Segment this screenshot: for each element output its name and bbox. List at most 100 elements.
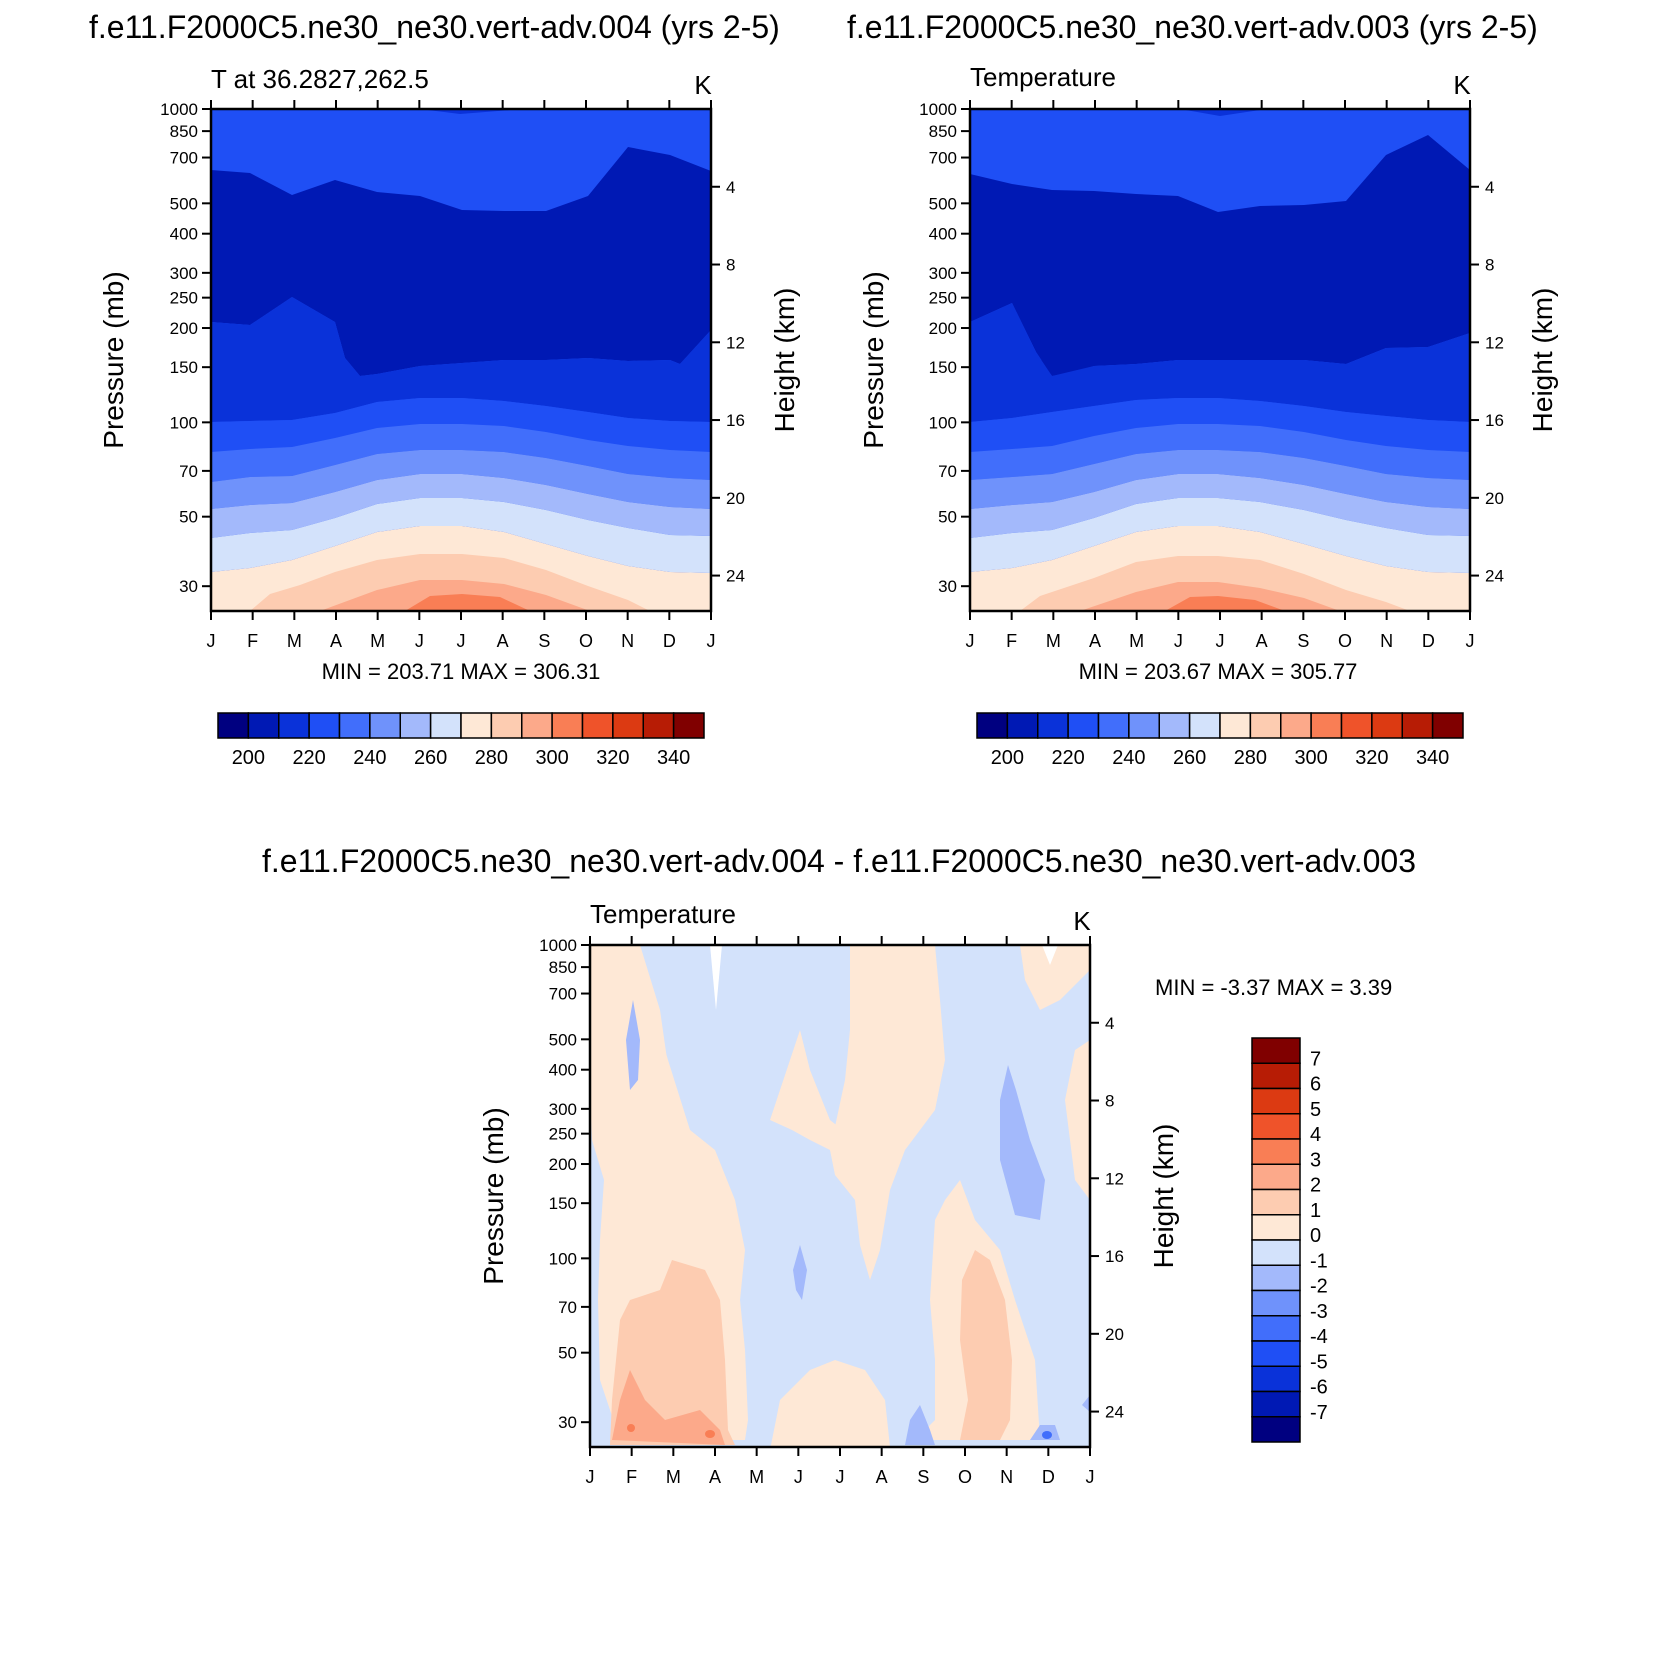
panel-a-month-label: J [207, 631, 216, 651]
panel-b-colorbar: 200 220 240 260 280 300 320 340 [976, 712, 1464, 769]
panel-b-stats: MIN = 203.67 MAX = 305.77 [1079, 659, 1358, 684]
panel-a-title: f.e11.F2000C5.ne30_ne30.vert-adv.004 (yr… [89, 9, 780, 45]
panel-c-colorbar-label: -5 [1310, 1351, 1328, 1373]
panel-a-pressure-label: 300 [170, 264, 198, 283]
panel-b-colorbar-label: 340 [1416, 747, 1449, 769]
panel-a-colorbar-label: 200 [232, 747, 265, 769]
panel-c-height-label: 12 [1105, 1169, 1124, 1188]
panel-a-colorbar-swatch [521, 712, 553, 739]
panel-a-pressure-label: 500 [170, 194, 198, 213]
panel-b: f.e11.F2000C5.ne30_ne30.vert-adv.003 (yr… [847, 9, 1558, 769]
panel-a-pressure-label: 700 [170, 149, 198, 168]
panel-b-pressure-label: 50 [938, 508, 957, 527]
panel-c-pressure-label: 400 [549, 1061, 577, 1080]
panel-c-colorbar-swatch [1251, 1062, 1301, 1090]
panel-b-colorbar-label: 300 [1294, 747, 1327, 769]
panel-b-title: f.e11.F2000C5.ne30_ne30.vert-adv.003 (yr… [847, 9, 1538, 45]
panel-a-units: K [694, 70, 712, 100]
panel-c-height-label: 16 [1105, 1247, 1124, 1266]
panel-b-pressure-label: 300 [929, 264, 957, 283]
panel-c-month-label: O [958, 1467, 972, 1487]
panel-b-pressure-label: 500 [929, 194, 957, 213]
panel-c: f.e11.F2000C5.ne30_ne30.vert-adv.004 - f… [262, 843, 1416, 1487]
panel-a-colorbar-label: 280 [475, 747, 508, 769]
panel-a-month-label: J [707, 631, 716, 651]
panel-c-left-label: Temperature [590, 899, 736, 929]
panel-b-month-label: F [1006, 631, 1017, 651]
panel-c-colorbar-swatch [1251, 1416, 1301, 1443]
panel-c-pressure-label: 100 [549, 1249, 577, 1268]
panel-b-left-label: Temperature [970, 62, 1116, 92]
panel-c-colorbar-swatch [1251, 1239, 1301, 1266]
panel-a-month-label: S [538, 631, 550, 651]
panel-b-colorbar-swatch [1188, 712, 1221, 739]
panel-a-height-label: 16 [726, 411, 745, 430]
panel-a-pressure-label: 100 [170, 413, 198, 432]
panel-a-pressure-label: 850 [170, 122, 198, 141]
panel-b-colorbar-label: 240 [1112, 747, 1145, 769]
panel-a-height-label: 12 [726, 333, 745, 352]
panel-c-colorbar-label: -2 [1310, 1276, 1328, 1298]
panel-b-colorbar-swatch [1037, 712, 1069, 739]
panel-a-colorbar-swatch [429, 712, 462, 739]
panel-c-month-label: A [709, 1467, 721, 1487]
panel-b-colorbar-swatch [1371, 712, 1403, 739]
panel-a-height-label: 4 [726, 178, 735, 197]
panel-c-month-label: D [1042, 1467, 1055, 1487]
panel-a-colorbar: 200 220 240 260 280 300 320 340 [217, 712, 705, 769]
panel-c-pressure-label: 150 [549, 1194, 577, 1213]
panel-b-colorbar-swatch [1067, 712, 1100, 739]
panel-b-colorbar-label: 260 [1173, 747, 1206, 769]
panel-c-pressure-label: 1000 [539, 936, 577, 955]
panel-a-colorbar-swatch [399, 712, 432, 739]
panel-b-pressure-label: 30 [938, 577, 957, 596]
panel-c-colorbar-label: 5 [1310, 1099, 1321, 1121]
panel-b-pressure-label: 150 [929, 358, 957, 377]
panel-c-colorbar-swatch [1251, 1188, 1301, 1216]
panel-b-month-label: J [1466, 631, 1475, 651]
panel-b-colorbar-swatch [1310, 712, 1343, 739]
panel-b-colorbar-swatch [1280, 712, 1312, 739]
panel-a-colorbar-label: 300 [535, 747, 568, 769]
panel-b-pressure-label: 1000 [919, 100, 957, 119]
panel-a-colorbar-swatch [217, 712, 250, 739]
panel-a: f.e11.F2000C5.ne30_ne30.vert-adv.004 (yr… [89, 9, 800, 769]
panel-b-colorbar-swatch [1219, 712, 1252, 739]
panel-a-pressure-label: 50 [179, 508, 198, 527]
panel-b-month-label: D [1422, 631, 1435, 651]
panel-c-colorbar-swatch [1251, 1037, 1301, 1064]
panel-c-colorbar-swatch [1251, 1264, 1301, 1292]
panel-a-colorbar-swatch [278, 712, 310, 739]
panel-b-month-label: A [1089, 631, 1101, 651]
panel-c-month-label: M [666, 1467, 681, 1487]
panel-b-colorbar-label: 200 [991, 747, 1024, 769]
panel-a-month-label: M [287, 631, 302, 651]
panel-a-month-label: A [330, 631, 342, 651]
panel-a-colorbar-swatch [308, 712, 341, 739]
panel-b-month-label: N [1380, 631, 1393, 651]
panel-a-height-label: 24 [726, 567, 745, 586]
panel-c-month-label: M [749, 1467, 764, 1487]
panel-a-ylabel-right: Height (km) [769, 288, 800, 433]
panel-a-pressure-label: 400 [170, 225, 198, 244]
panel-c-pressure-label: 50 [558, 1344, 577, 1363]
panel-a-colorbar-swatch [369, 712, 401, 739]
panel-c-colorbar-label: 6 [1310, 1074, 1321, 1096]
panel-b-pressure-label: 850 [929, 122, 957, 141]
panel-c-colorbar-swatch [1251, 1315, 1301, 1342]
panel-b-colorbar-swatch [1097, 712, 1130, 739]
panel-b-month-label: J [1216, 631, 1225, 651]
panel-a-colorbar-swatch [247, 712, 280, 739]
panel-c-colorbar-swatch [1251, 1113, 1301, 1140]
panel-c-pressure-label: 200 [549, 1155, 577, 1174]
panel-b-pressure-label: 400 [929, 225, 957, 244]
panel-b-month-label: A [1256, 631, 1268, 651]
panel-c-pressure-label: 300 [549, 1100, 577, 1119]
panel-a-colorbar-swatch [551, 712, 584, 739]
panel-b-units: K [1453, 70, 1471, 100]
panel-a-month-label: O [579, 631, 593, 651]
panel-a-colorbar-label: 240 [353, 747, 386, 769]
panel-c-colorbar: 7 6 5 4 3 2 1 0 -1 -2 -3 -4 -5 -6 -7 [1251, 1037, 1328, 1443]
panel-c-colorbar-swatch [1251, 1163, 1301, 1191]
